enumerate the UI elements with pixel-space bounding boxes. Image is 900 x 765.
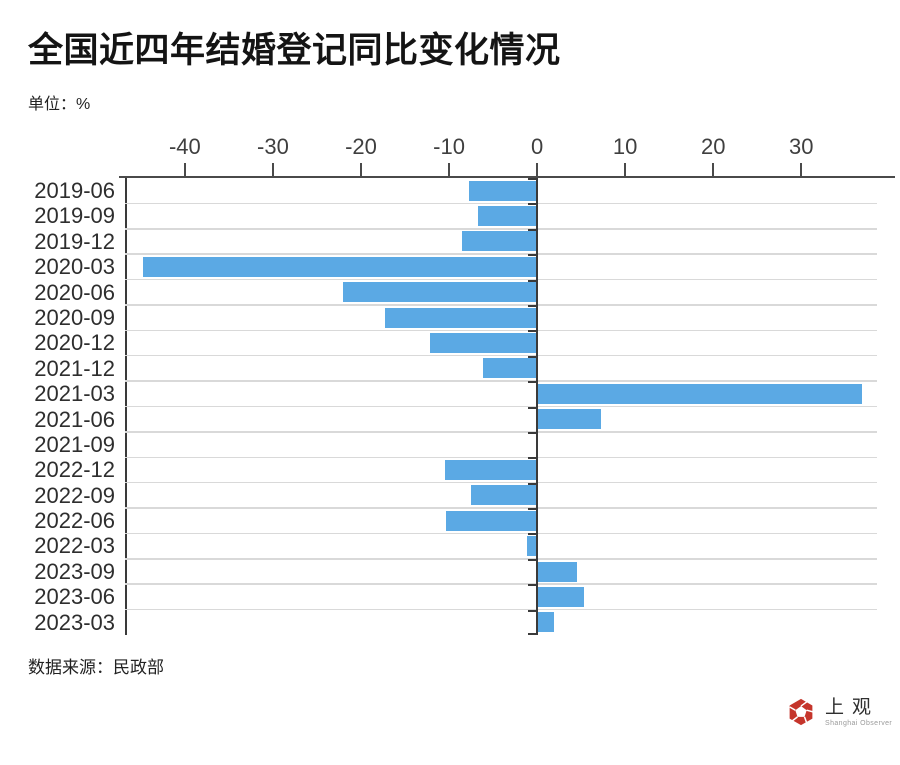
category-tick — [528, 304, 537, 307]
x-axis-line — [119, 176, 895, 178]
category-label: 2022-12 — [34, 457, 115, 483]
category-tick — [528, 203, 537, 206]
x-tick — [183, 163, 186, 176]
x-tick-label: -10 — [433, 134, 465, 159]
gridline — [125, 456, 877, 459]
x-tick-label: 30 — [789, 134, 814, 159]
bar — [483, 358, 538, 379]
gridline — [125, 431, 877, 433]
gridline — [125, 532, 877, 535]
category-label: 2020-12 — [34, 330, 115, 356]
x-tick — [536, 163, 539, 176]
category-tick — [528, 330, 537, 333]
bar — [462, 231, 538, 252]
data-source: 数据来源：民政部 — [28, 658, 164, 677]
bar — [446, 510, 538, 531]
x-tick-label: 20 — [700, 134, 726, 159]
category-tick — [528, 178, 537, 180]
category-label: 2021-09 — [34, 431, 115, 457]
x-tick-label: 0 — [530, 134, 544, 159]
category-label: 2023-03 — [34, 609, 115, 635]
category-tick — [528, 508, 537, 511]
category-tick — [528, 228, 537, 231]
category-tick — [528, 584, 537, 587]
category-label: 2020-03 — [34, 254, 115, 280]
category-tick — [528, 406, 537, 409]
bar — [478, 206, 538, 227]
x-tick-label: -20 — [345, 134, 377, 159]
x-tick — [800, 163, 803, 176]
gridline — [125, 354, 877, 357]
bar — [343, 282, 538, 303]
category-label: 2019-09 — [34, 203, 115, 229]
category-label: 2022-09 — [34, 482, 115, 508]
gridline — [125, 228, 877, 230]
category-label: 2020-06 — [34, 279, 115, 305]
bar — [384, 307, 538, 328]
category-axis: 2019-06 2019-09 2019-12 2020-03 2020-06 2020-… — [10, 178, 115, 635]
category-label: 2019-12 — [34, 228, 115, 254]
category-tick — [528, 558, 537, 561]
category-label: 2019-06 — [34, 178, 115, 203]
gridline — [125, 481, 877, 484]
gridline — [125, 278, 877, 281]
gridline — [125, 558, 877, 560]
category-tick — [528, 633, 537, 635]
shanghai-observer-logo-icon — [789, 698, 814, 726]
bar — [537, 561, 577, 582]
gridline — [125, 608, 877, 611]
x-tick — [448, 163, 451, 176]
bar — [444, 459, 538, 480]
logo-text: 上观 Shanghai Observer — [825, 698, 892, 727]
category-label: 2021-06 — [34, 406, 115, 432]
category-tick — [528, 431, 537, 434]
logo-subtitle: Shanghai Observer — [825, 719, 893, 727]
bar — [537, 586, 584, 607]
gridline — [125, 202, 877, 205]
bar — [526, 536, 538, 557]
x-tick — [712, 163, 715, 176]
bar — [143, 256, 538, 277]
x-tick-label: 10 — [612, 134, 638, 159]
bar — [469, 180, 538, 201]
gridline — [125, 253, 877, 255]
category-tick — [528, 609, 537, 612]
category-tick — [528, 533, 537, 536]
chart-title: 全国近四年结婚登记同比变化情况 — [28, 31, 561, 70]
category-tick — [528, 254, 537, 257]
gridline — [125, 583, 877, 585]
x-tick — [359, 163, 362, 176]
category-label: 2023-06 — [34, 584, 115, 610]
category-tick — [528, 457, 537, 460]
category-label: 2022-06 — [34, 508, 115, 534]
bar — [429, 333, 538, 354]
bar — [537, 612, 554, 633]
x-tick — [624, 163, 627, 176]
category-label: 2021-12 — [34, 355, 115, 381]
category-tick — [528, 355, 537, 358]
category-tick — [528, 279, 537, 282]
category-label: 2022-03 — [34, 533, 115, 559]
gridline — [125, 304, 877, 306]
x-tick — [271, 163, 274, 176]
brand-logo: 上观 Shanghai Observer — [786, 697, 892, 727]
bar — [537, 409, 602, 430]
gridline — [125, 380, 877, 382]
plot-area: -40 -30 -20 -10 0 10 20 30 — [119, 134, 895, 635]
x-tick-label: -30 — [257, 134, 289, 159]
category-tick — [528, 381, 537, 384]
unit-label: 单位：% — [28, 96, 91, 113]
gridline — [125, 329, 877, 332]
category-tick — [528, 482, 537, 485]
zero-axis-line — [536, 178, 539, 635]
x-tick-label: -40 — [168, 134, 201, 159]
gridline — [125, 507, 877, 509]
category-label: 2021-03 — [34, 381, 115, 407]
category-label: 2020-09 — [34, 304, 115, 330]
category-label: 2023-09 — [34, 558, 115, 584]
bar — [537, 383, 863, 404]
gridline — [125, 405, 877, 408]
bar — [471, 485, 538, 506]
logo-name: 上观 — [825, 696, 880, 718]
